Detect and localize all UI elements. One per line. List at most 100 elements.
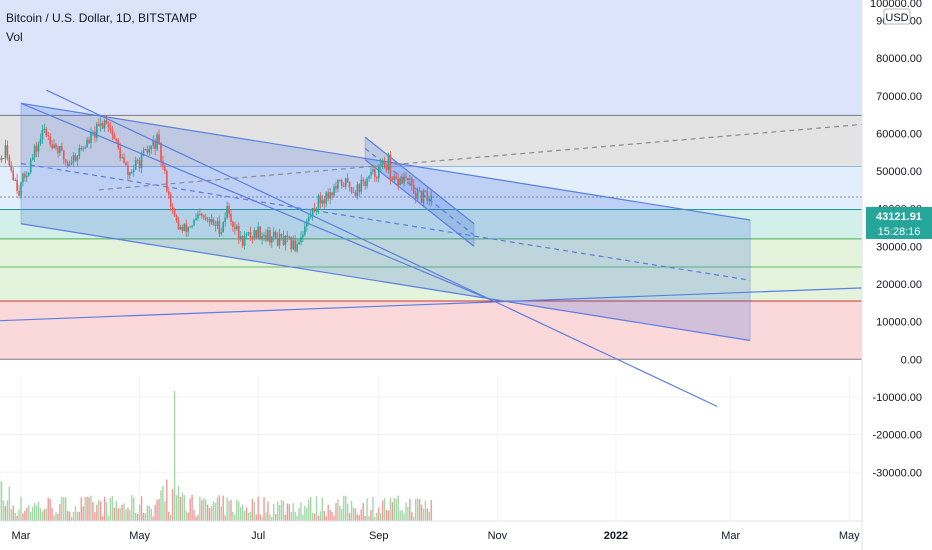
- candle-body: [306, 220, 308, 227]
- candle-body: [24, 173, 26, 178]
- volume-bar: [224, 515, 226, 521]
- volume-bar: [366, 498, 368, 521]
- volume-bar: [195, 516, 197, 521]
- volume-bar: [399, 510, 401, 521]
- symbol-title[interactable]: Bitcoin / U.S. Dollar, 1D, BITSTAMP: [6, 11, 197, 25]
- channel-boundary[interactable]: [20, 223, 751, 342]
- volume-bar: [420, 504, 423, 521]
- price-zone: [0, 0, 862, 116]
- volume-bar: [117, 508, 119, 521]
- candle-body: [6, 145, 9, 157]
- candlesticks: [0, 115, 433, 253]
- volume-bar: [164, 501, 166, 521]
- x-tick-label: Sep: [369, 530, 389, 542]
- y-tick-label: -30000.00: [872, 467, 922, 479]
- time-axis[interactable]: Mar May Jul Sep Nov 2022 Mar May: [12, 530, 861, 542]
- candle-body: [286, 235, 289, 238]
- last-price-badge[interactable]: 43121.91 15:28:16: [866, 207, 932, 239]
- candle-body: [90, 133, 92, 144]
- candle-body: [329, 192, 331, 199]
- candle-body: [370, 171, 372, 176]
- candle-body: [177, 220, 180, 230]
- candle-body: [107, 123, 110, 128]
- candle-body: [136, 159, 139, 161]
- currency-badge[interactable]: USD: [883, 8, 911, 25]
- trend-line[interactable]: [20, 102, 494, 302]
- candle-body: [315, 209, 318, 211]
- candle-body: [339, 180, 341, 181]
- volume-bar: [280, 499, 283, 521]
- volume-bar: [189, 498, 191, 521]
- candle-body: [2, 158, 5, 160]
- volume-bar: [18, 509, 20, 521]
- volume-bar: [191, 494, 193, 521]
- volume-bar: [416, 498, 419, 521]
- candle-body: [362, 179, 364, 182]
- volume-bar: [389, 497, 392, 521]
- volume-bar: [232, 511, 234, 521]
- volume-bar: [166, 479, 168, 521]
- volume-bar: [247, 512, 250, 521]
- x-tick-label: May: [129, 530, 150, 542]
- volume-bar: [323, 510, 326, 521]
- volume-bar: [10, 508, 12, 521]
- trend-line[interactable]: [98, 123, 867, 191]
- volume-bar: [245, 507, 248, 521]
- candle-body: [376, 177, 378, 179]
- candle-body: [364, 181, 366, 187]
- volume-bar: [360, 509, 362, 521]
- candle-body: [230, 213, 232, 222]
- candle-body: [57, 147, 59, 154]
- candle-body: [10, 165, 13, 171]
- volume-bar: [210, 506, 213, 521]
- candle-body: [47, 135, 50, 137]
- volume-bar: [111, 496, 114, 521]
- candle-body: [154, 141, 156, 150]
- candle-body: [22, 173, 24, 183]
- trend-line[interactable]: [0, 287, 867, 322]
- candle-body: [249, 231, 252, 238]
- candle-body: [224, 217, 226, 223]
- channel-midline[interactable]: [20, 162, 751, 281]
- volume-bar: [16, 515, 18, 521]
- candle-body: [284, 235, 287, 245]
- candle-body: [144, 148, 147, 151]
- volume-bar: [354, 508, 357, 521]
- price-axis-panel[interactable]: [862, 0, 932, 550]
- volume-bar: [175, 495, 178, 521]
- candle-body: [175, 215, 178, 221]
- volume-bar: [430, 500, 432, 521]
- volume-bar: [397, 495, 399, 521]
- volume-bar: [424, 500, 427, 521]
- x-tick-label: May: [839, 530, 860, 542]
- candle-body: [169, 194, 172, 207]
- trend-line[interactable]: [46, 89, 718, 407]
- y-tick-label: -10000.00: [872, 392, 922, 404]
- candle-body: [403, 176, 405, 184]
- volume-bar: [177, 486, 180, 521]
- volume-bar: [265, 512, 267, 521]
- regression-channels[interactable]: [20, 102, 751, 342]
- candle-body: [166, 171, 168, 192]
- channel-boundary[interactable]: [364, 159, 475, 247]
- y-tick-label: 100000.00: [870, 0, 922, 10]
- volume-indicator-label[interactable]: Vol: [6, 30, 23, 44]
- channel-boundary[interactable]: [364, 136, 475, 225]
- candle-body: [193, 219, 195, 226]
- candle-body: [158, 134, 160, 143]
- volume-bar: [422, 508, 425, 521]
- volume-bar: [315, 496, 318, 521]
- trend-lines[interactable]: [0, 89, 867, 407]
- y-tick-label: 20000.00: [876, 279, 922, 291]
- volume-bar: [158, 499, 160, 521]
- volume-bar: [339, 505, 341, 521]
- volume-bar: [43, 509, 46, 521]
- channel-boundary[interactable]: [20, 102, 751, 221]
- volume-bar: [208, 508, 211, 521]
- volume-bar: [206, 504, 209, 521]
- volume-bar: [302, 514, 304, 521]
- candle-body: [132, 169, 135, 172]
- y-tick-label: 80000.00: [876, 53, 922, 65]
- price-axis[interactable]: 100000.0090000.0080000.0070000.0060000.0…: [870, 0, 922, 479]
